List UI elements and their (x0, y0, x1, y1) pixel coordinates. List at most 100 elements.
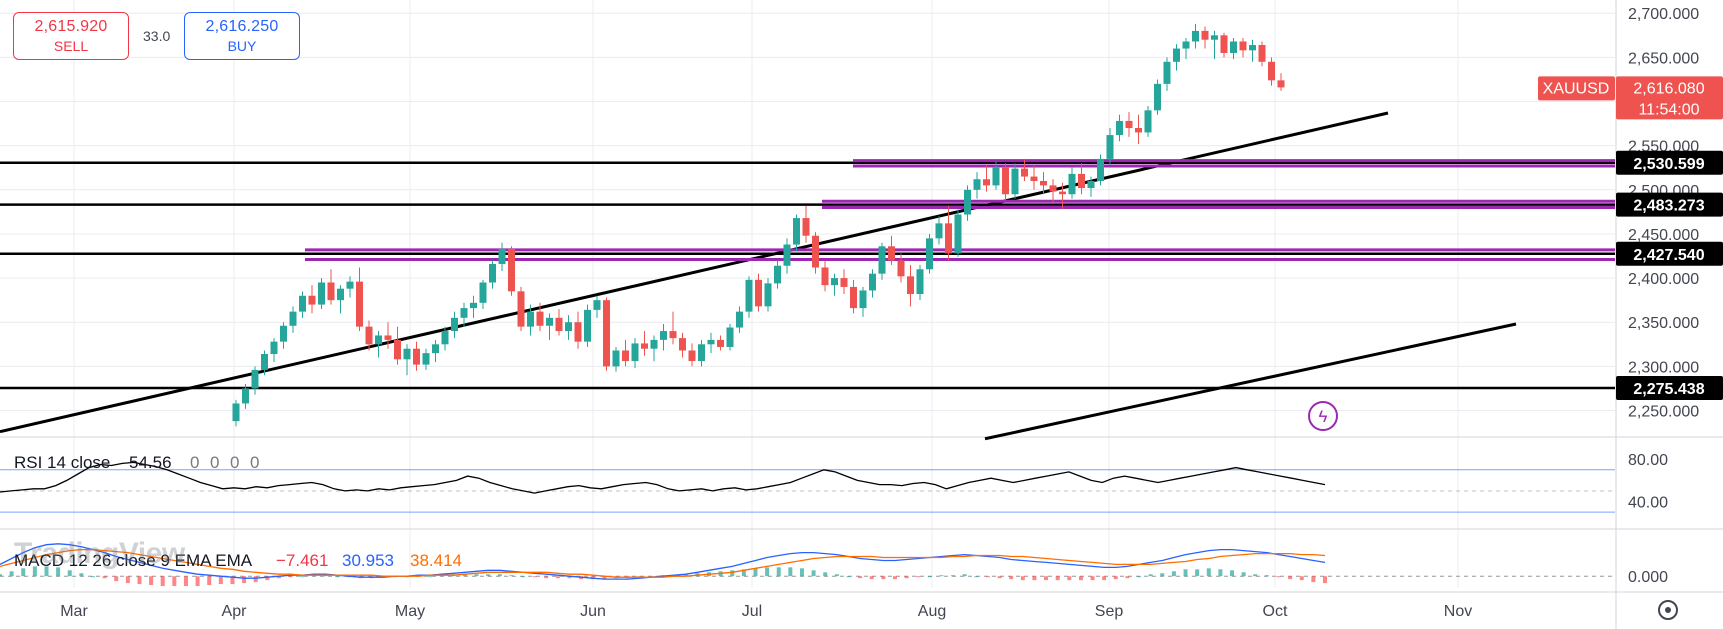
candle-down (508, 248, 515, 292)
candle-up (698, 344, 705, 362)
macd-histogram-bar (1276, 576, 1281, 578)
candle-down (308, 295, 316, 305)
candle-up (954, 214, 962, 254)
macd-histogram-bar (32, 566, 37, 577)
rsi-tick-label: 80.00 (1628, 452, 1668, 469)
candle-down (1277, 80, 1285, 88)
candle-up (1106, 135, 1114, 159)
time-tick-label: Oct (1263, 603, 1288, 620)
price-axis[interactable]: 2,700.0002,650.0002,600.0002,550.0002,50… (1308, 6, 1723, 431)
candle-up (650, 339, 658, 349)
sell-button[interactable]: 2,615.920 SELL (13, 12, 129, 60)
candle-up (1249, 45, 1256, 51)
macd-histogram-bar (858, 576, 863, 579)
sell-price: 2,615.920 (34, 18, 108, 35)
candle-down (669, 331, 677, 339)
candle-up (926, 238, 933, 270)
time-tick-label: May (395, 603, 425, 620)
rsi-title: RSI 14 close (14, 453, 110, 472)
candle-down (555, 317, 563, 332)
candle-down (356, 281, 363, 327)
macd-histogram-bar (881, 576, 886, 580)
candle-down (1239, 41, 1247, 51)
macd-histogram-bar (1113, 576, 1118, 580)
candle-up (869, 273, 876, 291)
macd-histogram-bar (834, 574, 839, 577)
candle-up (565, 322, 572, 332)
candle-up (489, 263, 496, 283)
time-tick-label: Mar (60, 603, 88, 620)
level-tag (1616, 150, 1723, 175)
macd-histogram-bar (90, 576, 95, 578)
macd-histogram-bar (974, 576, 979, 578)
macd-histogram-bar (1148, 574, 1153, 577)
spread-value: 33.0 (143, 28, 171, 44)
rsi-extra-value: 0 (250, 453, 259, 472)
candle-up (1011, 168, 1019, 195)
macd-histogram-bar (1020, 576, 1025, 581)
time-tick-label: Aug (918, 603, 946, 620)
candle-down (1021, 168, 1028, 177)
candle-up (289, 311, 297, 326)
candle-up (270, 341, 278, 355)
candle-up (935, 223, 943, 239)
ascending-trendline (984, 322, 1517, 441)
candle-up (1144, 110, 1152, 133)
macd-histogram-bar (21, 568, 26, 577)
time-tick-label: Nov (1444, 603, 1472, 620)
candle-down (897, 260, 905, 277)
macd-histogram-bar (172, 576, 177, 587)
candle-up (441, 331, 449, 345)
macd-histogram-bar (1230, 570, 1235, 577)
candle-up (793, 218, 800, 245)
candle-down (384, 335, 392, 340)
macd-histogram-bar (951, 575, 956, 577)
time-axis[interactable]: Mar Apr May Jun Jul Aug Sep Oct Nov (60, 600, 1678, 620)
candle-up (631, 343, 639, 362)
candle-up (1087, 180, 1095, 189)
macd-histogram-bar (753, 568, 758, 577)
price-tick-label: 2,650.000 (1628, 50, 1699, 67)
candle-down (574, 322, 582, 342)
macd-histogram-bar (927, 576, 932, 578)
price-tick-label: 2,450.000 (1628, 227, 1699, 244)
candle-up (422, 353, 430, 365)
macd-histogram-bar (521, 576, 526, 578)
time-tick-label: Jul (742, 603, 762, 620)
candle-down (1049, 185, 1057, 192)
macd-histogram-bar (1195, 569, 1200, 577)
candle-up (783, 244, 791, 266)
last-price-tag (1616, 76, 1723, 120)
macd-histogram-bar (149, 576, 154, 586)
macd-title: MACD 12 26 close 9 EMA EMA (14, 551, 253, 570)
candle-down (603, 300, 610, 367)
candle-down (1059, 191, 1066, 195)
candle-up (916, 269, 924, 294)
macd-tick-label: 0.000 (1628, 569, 1668, 586)
candle-down (945, 223, 952, 254)
macd-histogram-bar (939, 575, 944, 577)
macd-histogram-bar (300, 576, 305, 578)
macd-histogram-bar (276, 576, 281, 579)
price-tick-label: 2,400.000 (1628, 271, 1699, 288)
buy-button[interactable]: 2,616.250 BUY (184, 12, 300, 60)
candlestick-series (232, 23, 1285, 427)
macd-histogram-bar (997, 576, 1002, 579)
candle-down (1201, 30, 1209, 40)
candle-up (498, 248, 506, 264)
level-tag-label: 2,483.273 (1633, 198, 1704, 215)
candle-up (1154, 83, 1161, 111)
candle-down (517, 291, 525, 327)
macd-histogram-bar (242, 576, 247, 584)
macd-histogram-bar (218, 576, 223, 585)
macd-histogram-bar (56, 567, 61, 577)
candle-down (327, 282, 335, 301)
candle-up (859, 290, 867, 309)
macd-histogram-bar (1032, 576, 1037, 581)
candle-down (1268, 61, 1275, 81)
candle-down (1002, 167, 1009, 195)
candle-down (688, 350, 696, 362)
candle-up (878, 246, 886, 274)
macd-histogram-bar (544, 576, 549, 579)
